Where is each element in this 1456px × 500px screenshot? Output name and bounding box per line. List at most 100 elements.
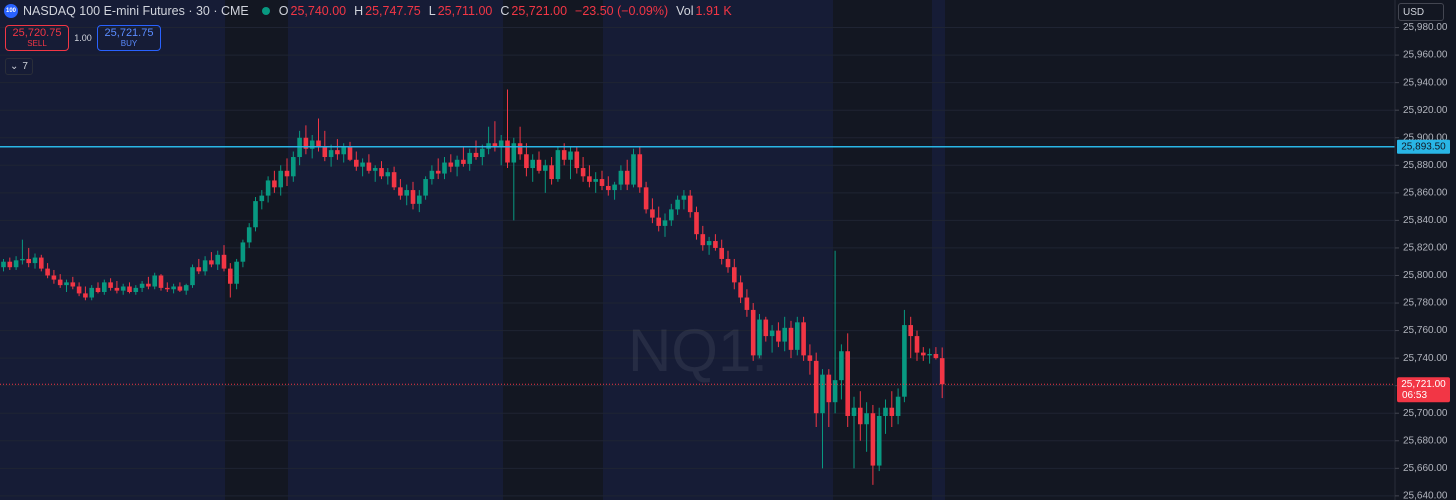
hline-label: 25,893.50: [1401, 141, 1446, 152]
candle-body: [725, 258, 731, 268]
candle-body: [89, 287, 94, 298]
y-tick-label: 25,860.00: [1403, 187, 1448, 198]
hline-label-box: [1397, 139, 1450, 154]
candle-body: [687, 195, 693, 213]
candle-body: [448, 162, 454, 167]
y-tick-label: 25,660.00: [1403, 463, 1448, 474]
candle-body: [354, 159, 359, 167]
session-shade: [603, 0, 833, 500]
buy-price: 25,721.75: [104, 27, 154, 39]
candle-body: [612, 184, 617, 191]
candle-body: [70, 282, 76, 287]
symbol-title[interactable]: NASDAQ 100 E-mini Futures · 30 · CME: [23, 4, 249, 18]
candle-body: [1, 261, 6, 268]
candles: [1, 89, 945, 485]
candle-body: [328, 150, 334, 158]
candle-body: [278, 170, 283, 188]
candle-body: [788, 327, 794, 350]
chevron: ⌄: [10, 61, 19, 72]
candle-body: [127, 286, 132, 293]
candle-body: [498, 140, 504, 148]
y-tick-label: 25,820.00: [1403, 243, 1448, 254]
last-price-box: [1397, 377, 1450, 403]
candle-body: [908, 325, 913, 337]
y-tick-label: 25,740.00: [1403, 353, 1448, 364]
candle-body: [876, 415, 882, 466]
indicator-toggle[interactable]: ⌄ 7: [5, 58, 33, 75]
candle-body: [120, 286, 126, 291]
candle-body: [895, 396, 901, 416]
candle-body: [763, 319, 769, 337]
candle-body: [102, 282, 107, 293]
candle-body: [624, 170, 630, 185]
candle-body: [158, 275, 164, 288]
candle-body: [366, 162, 372, 171]
candle-body: [637, 154, 643, 188]
candle-body: [215, 254, 220, 265]
candle-body: [39, 257, 44, 269]
candle-body: [272, 180, 277, 188]
candle-body: [473, 152, 479, 158]
candle-body: [316, 140, 321, 147]
candle-body: [133, 287, 139, 293]
candle-body: [914, 336, 920, 353]
candle-body: [669, 209, 674, 221]
candle-body: [631, 154, 636, 185]
candle-body: [505, 140, 510, 163]
volume: 1.91 K: [695, 4, 732, 18]
candle-body: [139, 283, 145, 288]
candle-body: [152, 275, 157, 287]
ohlc-value: 25,721.00: [511, 4, 568, 18]
candle-body: [580, 168, 586, 177]
candle-body: [391, 172, 397, 188]
sell-label: SELL: [27, 39, 47, 48]
candle-body: [650, 209, 655, 218]
candle-body: [776, 330, 781, 342]
candle-body: [322, 146, 328, 158]
candle-body: [209, 260, 214, 265]
candle-body: [694, 212, 699, 235]
symbol-icon[interactable]: 100: [4, 4, 18, 18]
y-tick-label: 25,900.00: [1403, 132, 1448, 143]
candle-body: [423, 179, 428, 196]
volume-label: Vol: [676, 4, 694, 18]
candle-body: [265, 180, 271, 196]
candle-body: [435, 170, 441, 174]
candle-body: [114, 287, 120, 291]
candle-body: [757, 319, 762, 356]
candle-body: [675, 199, 680, 210]
candle-body: [939, 358, 945, 385]
sell-button[interactable]: 25,720.75 SELL: [5, 25, 69, 51]
candle-body: [240, 242, 246, 262]
candle-body: [202, 260, 208, 272]
candle-body: [933, 353, 939, 359]
candle-body: [417, 195, 422, 204]
countdown: 06:53: [1402, 390, 1427, 401]
candle-body: [190, 267, 195, 286]
candle-body: [335, 150, 340, 155]
quantity[interactable]: 1.00: [74, 33, 92, 43]
candle-body: [177, 286, 183, 291]
currency-selector[interactable]: USD: [1398, 3, 1444, 21]
overlay: [0, 145, 1395, 385]
candle-body: [599, 179, 605, 186]
candle-body: [410, 190, 416, 204]
candle-body: [480, 148, 485, 158]
buy-button[interactable]: 25,721.75 BUY: [97, 25, 161, 51]
candle-body: [165, 287, 170, 290]
candle-body: [492, 143, 498, 148]
candle-body: [921, 352, 926, 356]
candle-body: [801, 322, 806, 356]
candle-body: [927, 353, 932, 356]
watermark: NQ1!: [628, 317, 768, 384]
y-tick-label: 25,920.00: [1403, 105, 1448, 116]
candle-body: [826, 374, 832, 403]
candle-body: [253, 201, 258, 228]
candle-body: [398, 187, 403, 196]
candle-body: [813, 360, 819, 414]
candle-body: [832, 380, 838, 403]
indicator-count: 7: [22, 61, 28, 72]
sell-price: 25,720.75: [12, 27, 62, 39]
candle-body: [347, 147, 353, 160]
